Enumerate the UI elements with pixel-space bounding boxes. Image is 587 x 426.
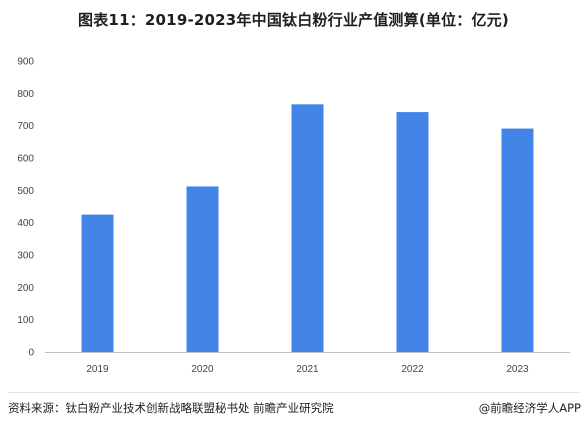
chart-title: 图表11：2019-2023年中国钛白粉行业产值测算(单位：亿元)	[78, 11, 509, 29]
bar-2019	[81, 214, 114, 352]
y-tick-label: 100	[17, 315, 34, 326]
x-axis-ticks: 2019 2020 2021 2022 2023	[86, 364, 529, 375]
x-tick-label: 2023	[506, 364, 529, 375]
bar-2022	[396, 112, 429, 352]
bar-2023	[501, 128, 534, 352]
x-tick-label: 2021	[296, 364, 319, 375]
bar-2021	[291, 104, 324, 353]
bars	[81, 104, 534, 353]
y-tick-label: 0	[28, 348, 34, 359]
y-axis-ticks: 0 100 200 300 400 500 600 700 800 900	[17, 57, 34, 359]
x-tick-label: 2019	[86, 364, 109, 375]
footer-divider	[8, 392, 579, 393]
y-tick-label: 300	[17, 251, 34, 262]
y-tick-label: 200	[17, 283, 34, 294]
bar-2020	[186, 186, 219, 352]
brand-label: @前瞻经济学人APP	[478, 401, 581, 415]
y-tick-label: 800	[17, 89, 34, 100]
y-tick-label: 900	[17, 57, 34, 68]
y-tick-label: 400	[17, 218, 34, 229]
x-tick-label: 2020	[191, 364, 214, 375]
y-tick-label: 500	[17, 186, 34, 197]
source-note: 资料来源：钛白粉产业技术创新战略联盟秘书处 前瞻产业研究院	[8, 401, 334, 415]
y-tick-label: 700	[17, 121, 34, 132]
y-tick-label: 600	[17, 154, 34, 165]
x-tick-label: 2022	[401, 364, 424, 375]
